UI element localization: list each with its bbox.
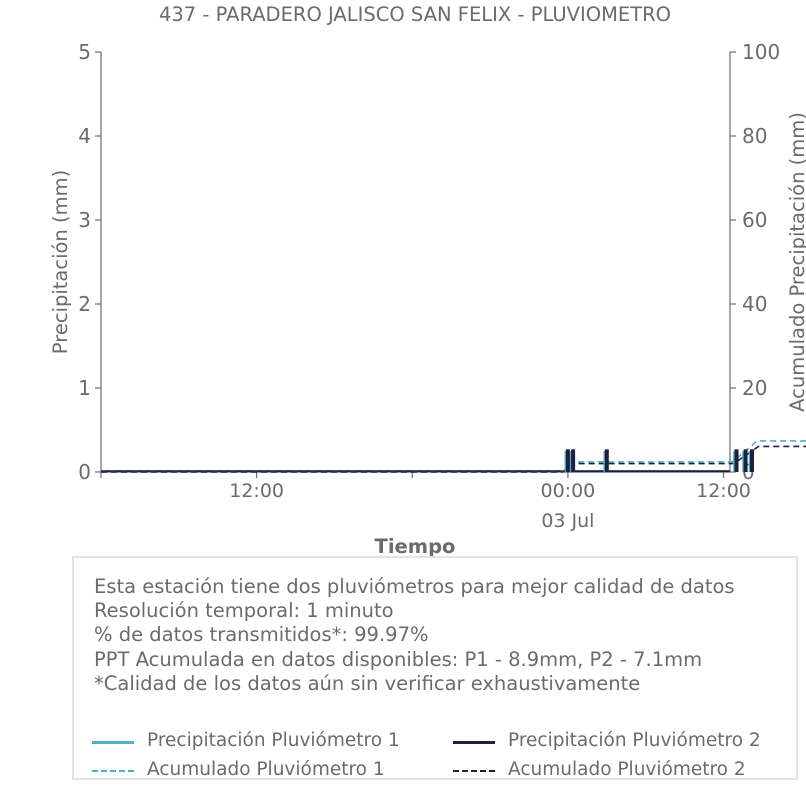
x-tick-label-4: 12:00: [696, 480, 751, 502]
precip-bar-p2-3: [734, 449, 739, 472]
info-line-stations: Esta estación tiene dos pluviómetros par…: [94, 575, 735, 598]
left-tick-label-4: 4: [78, 124, 91, 148]
info-panel: Esta estación tiene dos pluviómetros par…: [72, 556, 798, 780]
info-line-accumulated: PPT Acumulada en datos disponibles: P1 -…: [94, 647, 703, 671]
accum-line-p2: [101, 445, 806, 473]
legend-swatch-precip-p1: [92, 741, 134, 744]
chart-title: 437 - PARADERO JALISCO SAN FELIX - PLUVI…: [159, 3, 671, 26]
legend-label-accum-p1: Acumulado Pluviómetro 1: [147, 759, 385, 780]
x-tick-label-3: 00:00: [541, 480, 596, 502]
info-line-quality-note: *Calidad de los datos aún sin verificar …: [94, 671, 641, 695]
info-lines: Esta estación tiene dos pluviómetros par…: [94, 575, 735, 696]
precip-bar-p2-0: [565, 449, 570, 472]
y-axis-label-right: Acumulado Precipitación (mm): [786, 112, 806, 412]
legend-label-accum-p2: Acumulado Pluviómetro 2: [508, 759, 746, 780]
right-tick-label-4: 80: [742, 124, 767, 148]
left-tick-label-0: 0: [78, 460, 91, 484]
legend-swatch-precip-p2: [453, 741, 495, 744]
rain-chart: 437 - PARADERO JALISCO SAN FELIX - PLUVI…: [49, 3, 806, 558]
info-line-resolution: Resolución temporal: 1 minuto: [94, 599, 394, 623]
y-axis-label-left: Precipitación (mm): [49, 170, 72, 354]
right-tick-label-2: 40: [742, 292, 767, 316]
legend-swatch-accum-p1: [92, 770, 134, 772]
left-tick-label-5: 5: [78, 40, 91, 64]
x-tick-date-3: 03 Jul: [541, 510, 594, 532]
legend-swatch-accum-p2: [453, 770, 495, 772]
info-line-transmitted: % de datos transmitidos*: 99.97%: [94, 623, 429, 647]
precip-bar-p2-2: [604, 449, 609, 472]
left-tick-label-1: 1: [78, 376, 91, 400]
left-tick-label-3: 3: [78, 208, 91, 232]
legend-label-precip-p2: Precipitación Pluviómetro 2: [508, 730, 761, 751]
accum-line-p1: [101, 440, 806, 473]
precip-bar-p2-1: [571, 449, 576, 472]
x-tick-label-1: 12:00: [229, 480, 284, 502]
right-tick-label-1: 20: [742, 376, 767, 400]
right-tick-label-5: 100: [742, 40, 780, 64]
left-tick-label-2: 2: [78, 292, 91, 316]
legend-label-precip-p1: Precipitación Pluviómetro 1: [147, 730, 400, 751]
precip-bar-p2-4: [743, 449, 748, 472]
precip-bar-p2-5: [750, 449, 754, 472]
right-tick-label-3: 60: [742, 208, 767, 232]
x-axis-label: Tiempo: [375, 535, 456, 558]
